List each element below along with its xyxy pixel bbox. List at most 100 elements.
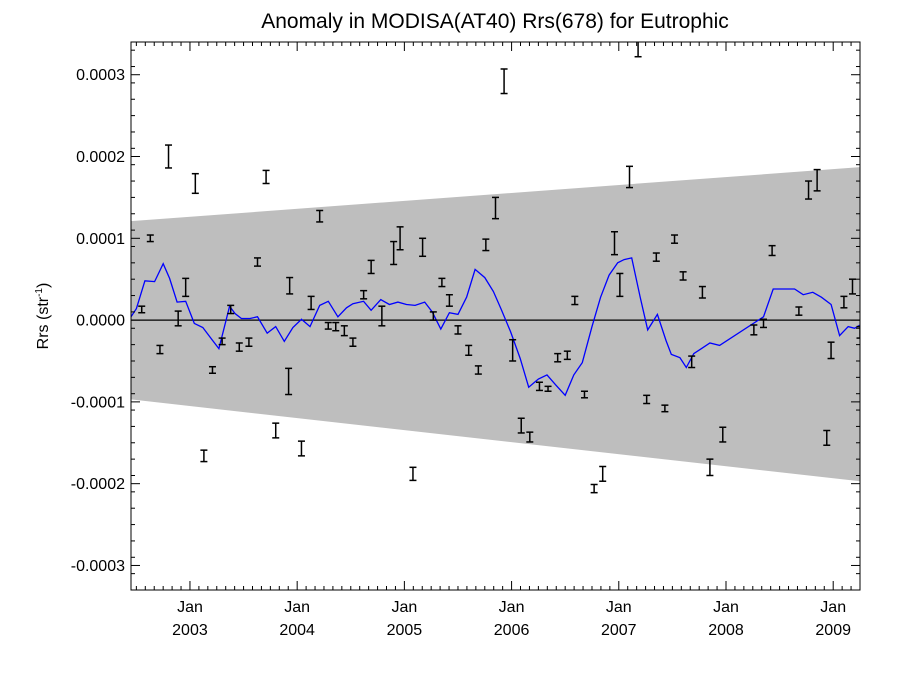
error-bar xyxy=(554,352,562,363)
error-bar xyxy=(750,324,758,336)
error-bar xyxy=(688,355,696,369)
error-bar xyxy=(174,310,182,327)
error-bar xyxy=(285,367,293,396)
error-bar xyxy=(795,306,803,316)
error-bar xyxy=(465,344,473,357)
error-bar xyxy=(227,304,235,315)
error-bar xyxy=(509,338,517,362)
x-tick-year: 2007 xyxy=(601,622,637,639)
error-bar xyxy=(286,276,294,295)
error-bar xyxy=(156,344,164,355)
error-bar xyxy=(191,172,199,195)
x-tick-year: 2004 xyxy=(279,622,315,639)
y-tick-label: 0.0003 xyxy=(76,67,125,84)
plot-frame xyxy=(130,41,861,591)
error-bar xyxy=(360,289,368,300)
error-bar xyxy=(208,365,216,375)
error-bar xyxy=(438,277,446,288)
x-tick-month: Jan xyxy=(284,599,310,616)
error-bar xyxy=(297,440,305,457)
x-tick-month: Jan xyxy=(713,599,739,616)
error-bar xyxy=(245,337,253,348)
error-bar xyxy=(474,365,482,375)
error-bar xyxy=(813,168,821,192)
error-bar xyxy=(823,429,831,446)
error-bar xyxy=(218,337,226,346)
error-bar xyxy=(626,165,634,189)
error-bar xyxy=(599,465,607,482)
error-bar xyxy=(679,271,687,281)
error-bar xyxy=(671,234,679,244)
error-bar xyxy=(840,295,848,309)
error-bar xyxy=(535,381,543,392)
error-bar xyxy=(492,196,499,220)
error-bar xyxy=(316,209,324,223)
error-bar xyxy=(827,341,835,360)
error-bar xyxy=(848,278,856,295)
y-tick-label: -0.0002 xyxy=(71,476,125,493)
confidence-band xyxy=(131,167,860,482)
error-bar xyxy=(332,321,340,332)
error-bar xyxy=(254,257,262,267)
error-bar xyxy=(544,385,552,392)
error-bar xyxy=(661,404,669,413)
error-bar xyxy=(643,394,651,405)
error-bar xyxy=(396,226,404,251)
x-tick-year: 2006 xyxy=(494,622,530,639)
error-bar xyxy=(805,180,813,200)
x-tick-month: Jan xyxy=(177,599,203,616)
error-bar xyxy=(634,42,642,58)
x-tick-year: 2009 xyxy=(815,622,851,639)
y-tick-label: -0.0003 xyxy=(71,558,125,575)
error-bar xyxy=(445,293,453,307)
error-bar xyxy=(324,321,332,330)
error-bar xyxy=(235,342,243,352)
error-bar xyxy=(856,325,860,339)
error-bar xyxy=(165,144,173,169)
error-bar xyxy=(719,426,727,443)
y-tick-label: 0.0002 xyxy=(76,149,125,166)
error-bar xyxy=(610,231,618,256)
error-bar xyxy=(409,466,417,482)
x-tick-year: 2003 xyxy=(172,622,208,639)
y-tick-label: 0.0001 xyxy=(76,231,125,248)
error-bar xyxy=(616,272,624,298)
error-bar xyxy=(571,295,579,306)
error-bar xyxy=(652,252,660,262)
error-bar xyxy=(454,325,462,335)
x-tick-month: Jan xyxy=(820,599,846,616)
error-bar xyxy=(526,431,534,443)
x-tick-month: Jan xyxy=(499,599,525,616)
error-bar xyxy=(760,318,768,329)
chart-title: Anomaly in MODISA(AT40) Rrs(678) for Eut… xyxy=(261,10,729,33)
error-bar xyxy=(367,259,375,275)
error-bar xyxy=(563,350,571,361)
error-bar xyxy=(378,305,386,327)
y-tick-label: 0.0000 xyxy=(76,313,125,330)
error-bar xyxy=(500,68,508,95)
error-bar xyxy=(580,390,588,399)
anomaly-line xyxy=(131,257,860,397)
error-bar xyxy=(200,449,208,463)
error-bar xyxy=(138,305,146,314)
error-bar xyxy=(340,325,348,337)
error-bar xyxy=(182,277,190,298)
error-bar xyxy=(482,238,490,252)
error-bar xyxy=(390,240,398,266)
x-tick-month: Jan xyxy=(391,599,417,616)
error-bar xyxy=(590,483,598,494)
error-bar xyxy=(262,169,270,185)
error-bar xyxy=(698,285,706,299)
y-tick-label: -0.0001 xyxy=(71,394,125,411)
x-tick-year: 2005 xyxy=(387,622,423,639)
error-bar xyxy=(517,417,525,434)
error-bar xyxy=(146,234,154,243)
x-tick-month: Jan xyxy=(606,599,632,616)
error-bar xyxy=(419,237,427,258)
error-bar xyxy=(429,311,437,321)
x-tick-year: 2008 xyxy=(708,622,744,639)
error-bar xyxy=(307,295,315,311)
error-bar xyxy=(768,244,776,257)
error-bar xyxy=(272,422,280,439)
